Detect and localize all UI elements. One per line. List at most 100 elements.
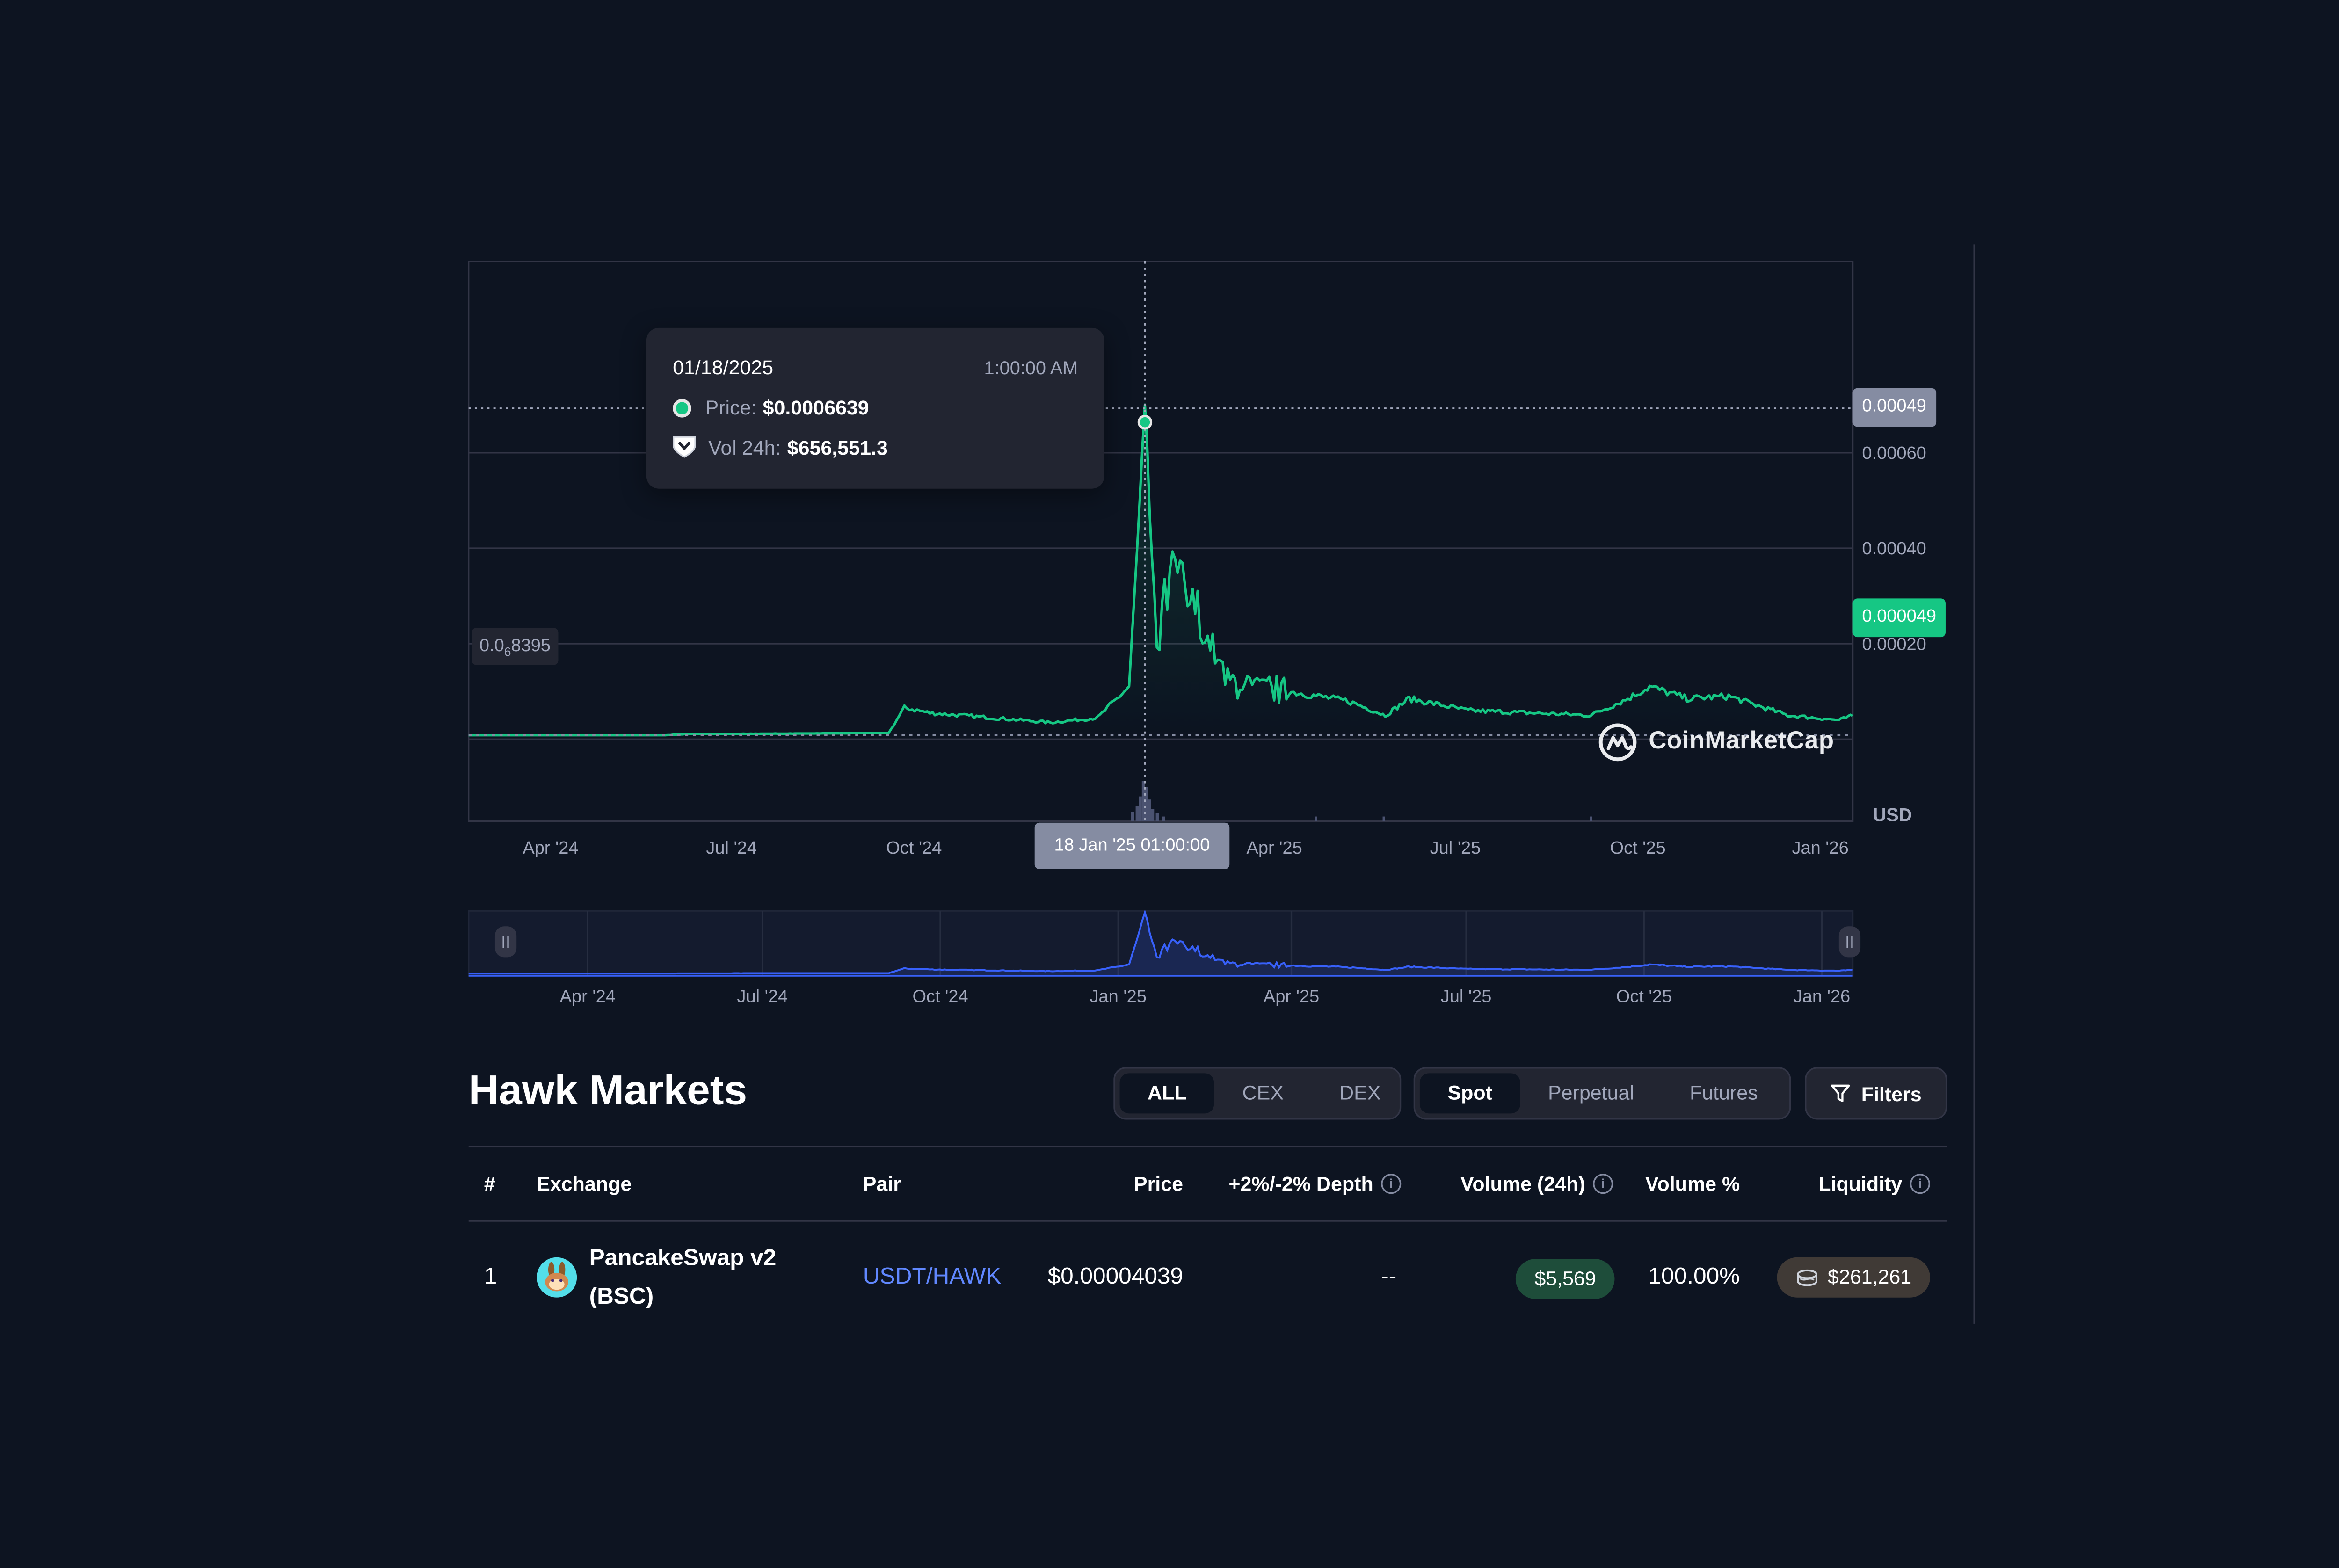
row-rank: 1 — [484, 1263, 497, 1290]
filters-label: Filters — [1861, 1082, 1922, 1105]
price-chart[interactable]: 0.00020 0.00040 0.00060 Apr '24 Jul '24 Oct … — [0, 0, 2339, 1082]
navigator-right-handle[interactable] — [1838, 926, 1861, 958]
col-exchange[interactable]: Exchange — [537, 1172, 632, 1196]
y-tick-label: 0.00020 — [1862, 634, 1926, 654]
col-rank[interactable]: # — [484, 1172, 495, 1196]
hover-price-tag: 0.00049 — [1852, 388, 1936, 427]
navigator-area — [468, 912, 1853, 976]
volume-bar — [1131, 812, 1134, 821]
filters-button[interactable]: Filters — [1805, 1067, 1947, 1120]
col-liquidity-label: Liquidity — [1818, 1172, 1903, 1196]
brand-name: CoinMarketCap — [1649, 728, 1834, 755]
x-tick-label: Apr '24 — [523, 838, 578, 858]
current-price-tag: 0.000049 — [1852, 598, 1946, 638]
navigator-tick-label: Apr '24 — [560, 987, 616, 1006]
row-price: $0.00004039 — [1047, 1263, 1184, 1290]
row-volume-percent: 100.00% — [1648, 1263, 1740, 1290]
volume-bar — [1315, 816, 1317, 821]
pancakeswap-bunny-icon[interactable] — [537, 1257, 577, 1298]
axis-unit-label: USD — [1873, 804, 1912, 826]
x-tick-label: Apr '25 — [1247, 838, 1302, 858]
row-volume-badge: $5,569 — [1516, 1259, 1615, 1299]
pair-link[interactable]: USDT/HAWK — [863, 1263, 1002, 1290]
row-liquidity-badge: $261,261 — [1776, 1257, 1930, 1298]
col-price[interactable]: Price — [1133, 1172, 1184, 1196]
navigator-left-handle[interactable] — [494, 926, 517, 958]
col-liquidity[interactable]: Liquidity i — [1818, 1172, 1930, 1196]
info-icon[interactable]: i — [1381, 1174, 1402, 1194]
tooltip-price-value: $0.0006639 — [763, 396, 869, 419]
volume-bar — [1141, 781, 1145, 821]
tab-spot[interactable]: Spot — [1419, 1073, 1520, 1114]
coinmarketcap-watermark: CoinMarketCap — [1598, 722, 1834, 762]
hover-point — [1137, 414, 1153, 430]
navigator-tick-label: Oct '25 — [1616, 987, 1672, 1006]
navigator-line — [468, 909, 1853, 975]
pool-icon — [1796, 1269, 1817, 1285]
tooltip-volume-value: $656,551.3 — [787, 435, 888, 459]
col-depth[interactable]: +2%/-2% Depth i — [1228, 1172, 1402, 1196]
col-depth-label: +2%/-2% Depth — [1228, 1172, 1373, 1196]
right-divider — [1973, 244, 1975, 1324]
navigator-tick-label: Jan '26 — [1794, 987, 1850, 1006]
range-navigator[interactable] — [468, 909, 1861, 977]
tooltip-date: 01/18/2025 — [673, 356, 774, 379]
price-dot-icon — [673, 398, 691, 417]
info-icon[interactable]: i — [1910, 1174, 1930, 1194]
row-depth: -- — [1381, 1263, 1397, 1290]
y-tick-label: 0.00060 — [1862, 443, 1926, 463]
table-header-divider — [468, 1220, 1947, 1222]
crosshair-date-tag: 18 Jan '25 01:00:00 — [1034, 822, 1230, 869]
price-line — [468, 403, 1853, 737]
navigator-tick-label: Oct '24 — [912, 987, 968, 1006]
product-type-tabs: Spot Perpetual Futures — [1413, 1067, 1791, 1120]
row-liquidity-value: $261,261 — [1827, 1265, 1912, 1288]
volume-bar — [1155, 813, 1159, 821]
range-low-suffix: 8395 — [511, 637, 551, 656]
y-axis-labels: 0.00020 0.00040 0.00060 — [1862, 443, 1926, 654]
tab-all[interactable]: ALL — [1119, 1073, 1215, 1114]
price-area-fill — [468, 405, 1853, 735]
chart-tooltip: 01/18/2025 1:00:00 AM Price: $0.0006639 … — [646, 327, 1104, 489]
tooltip-price-label: Price: — [705, 396, 757, 419]
markets-title: Hawk Markets — [468, 1067, 748, 1114]
col-volume-percent[interactable]: Volume % — [1645, 1172, 1740, 1196]
coinmarketcap-logo-icon — [1598, 723, 1637, 762]
volume-bars — [1131, 781, 1592, 821]
col-volume[interactable]: Volume (24h) i — [1460, 1172, 1613, 1196]
range-low-subscript: 6 — [504, 645, 511, 660]
navigator-tick-label: Jan '25 — [1090, 987, 1147, 1006]
tab-futures[interactable]: Futures — [1689, 1081, 1758, 1104]
tooltip-time: 1:00:00 AM — [984, 357, 1078, 379]
tab-perpetual[interactable]: Perpetual — [1547, 1081, 1634, 1104]
price-area — [468, 405, 1853, 735]
volume-bar — [1382, 816, 1385, 821]
navigator-tick-label: Jul '25 — [1441, 987, 1492, 1006]
x-tick-label: Oct '24 — [886, 838, 942, 858]
exchange-name-line1[interactable]: PancakeSwap v2 — [589, 1245, 777, 1271]
navigator-x-labels: Apr '24 Jul '24 Oct '24 Jan '25 Apr '25 Jul '… — [560, 987, 1850, 1006]
x-tick-label: Jul '24 — [706, 838, 757, 858]
navigator-left-handle-body — [494, 926, 517, 958]
info-icon[interactable]: i — [1593, 1174, 1613, 1194]
price-line-path — [468, 403, 1853, 737]
volume-shield-icon — [673, 436, 696, 458]
navigator-tick-label: Jul '24 — [737, 987, 788, 1006]
filter-icon — [1831, 1084, 1851, 1103]
tab-cex[interactable]: CEX — [1242, 1081, 1284, 1104]
exchange-name-line2[interactable]: (BSC) — [589, 1283, 654, 1310]
table-top-divider — [468, 1146, 1947, 1148]
tooltip-volume-label: Vol 24h: — [708, 435, 781, 459]
volume-bar — [1590, 816, 1592, 821]
col-pair[interactable]: Pair — [863, 1172, 901, 1196]
volume-bar — [1139, 796, 1142, 821]
tooltip-volume-row: Vol 24h: $656,551.3 — [673, 435, 888, 459]
range-low-tag: 0.068395 — [472, 628, 559, 665]
navigator-right-handle-body — [1838, 926, 1861, 958]
x-tick-label: Jan '26 — [1792, 838, 1848, 858]
volume-bar — [1151, 809, 1155, 821]
tab-dex[interactable]: DEX — [1339, 1081, 1381, 1104]
col-volume-label: Volume (24h) — [1460, 1172, 1585, 1196]
volume-bar — [1162, 816, 1165, 821]
